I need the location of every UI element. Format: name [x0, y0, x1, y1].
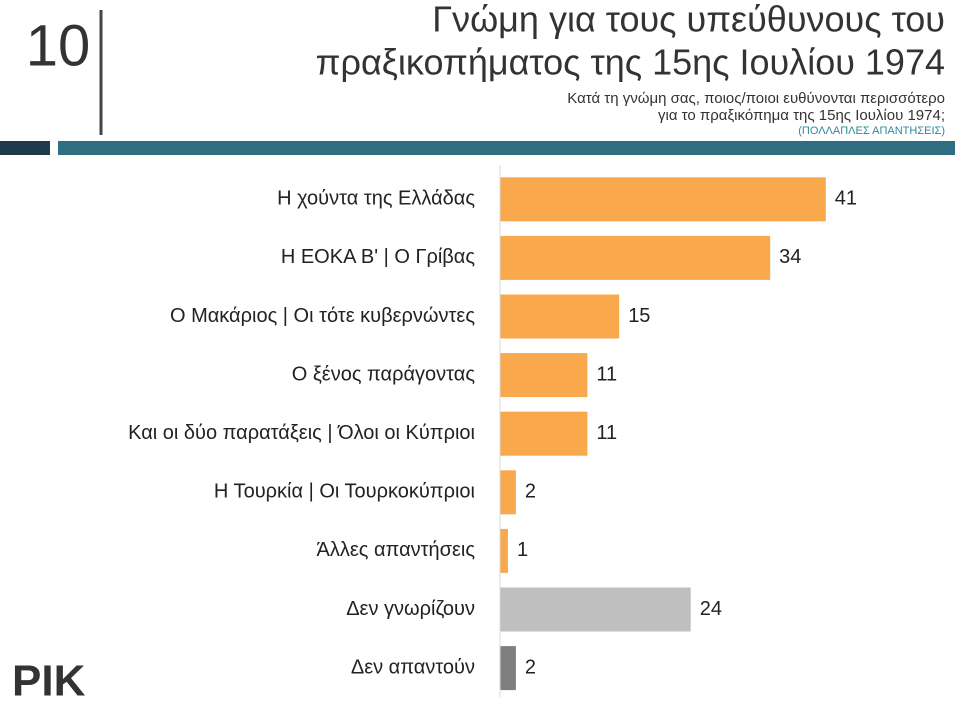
- category-label: Η χούντα της Ελλάδας: [277, 188, 475, 210]
- value-label: 2: [525, 656, 536, 678]
- bar: [500, 177, 826, 222]
- title-line: πραξικοπήματος της 15ης Ιουλίου 1974: [316, 42, 945, 83]
- subtitle-line: για το πραξικόπημα της 15ης Ιουλίου 1974…: [658, 107, 945, 124]
- bar: [500, 470, 516, 515]
- category-label: Ο Μακάριος | Οι τότε κυβερνώντες: [170, 305, 475, 327]
- bar: [500, 353, 588, 398]
- value-label: 11: [596, 363, 617, 385]
- category-label: Δεν απαντούν: [351, 656, 475, 678]
- header-band: [58, 141, 955, 155]
- category-label: Ο ξένος παράγοντας: [292, 363, 476, 385]
- category-label: Η Τουρκία | Οι Τουρκοκύπριοι: [214, 481, 475, 503]
- header-band: [0, 141, 50, 155]
- value-label: 11: [596, 422, 617, 444]
- value-label: 15: [628, 305, 650, 327]
- logo: ΡΙΚ: [12, 657, 86, 706]
- value-label: 2: [525, 481, 536, 503]
- bar: [500, 294, 620, 339]
- value-label: 34: [779, 246, 801, 268]
- subtitle-line: Κατά τη γνώμη σας, ποιος/ποιοι ευθύνοντα…: [567, 90, 945, 107]
- note: (ΠΟΛΛΑΠΛΕΣ ΑΠΑΝΤΗΣΕΙΣ): [798, 125, 945, 137]
- page-number: 10: [26, 13, 91, 78]
- bar: [500, 646, 516, 691]
- category-label: Η ΕΟΚΑ Β' | Ο Γρίβας: [281, 246, 476, 268]
- bar: [500, 235, 771, 280]
- bar: [500, 587, 691, 632]
- title-line: Γνώμη για τους υπεύθυνους του: [432, 0, 945, 40]
- value-label: 41: [835, 188, 857, 210]
- category-label: Άλλες απαντήσεις: [317, 539, 476, 561]
- bar: [500, 528, 508, 573]
- plot: Η χούντα της Ελλάδας 41 Η ΕΟΚΑ Β' | Ο Γρίβ…: [128, 165, 857, 698]
- category-label: Δεν γνωρίζουν: [346, 598, 475, 620]
- bar: [500, 411, 588, 456]
- value-label: 24: [700, 598, 722, 620]
- category-label: Και οι δύο παρατάξεις | Όλοι οι Κύπριοι: [128, 422, 475, 444]
- value-label: 1: [517, 539, 528, 561]
